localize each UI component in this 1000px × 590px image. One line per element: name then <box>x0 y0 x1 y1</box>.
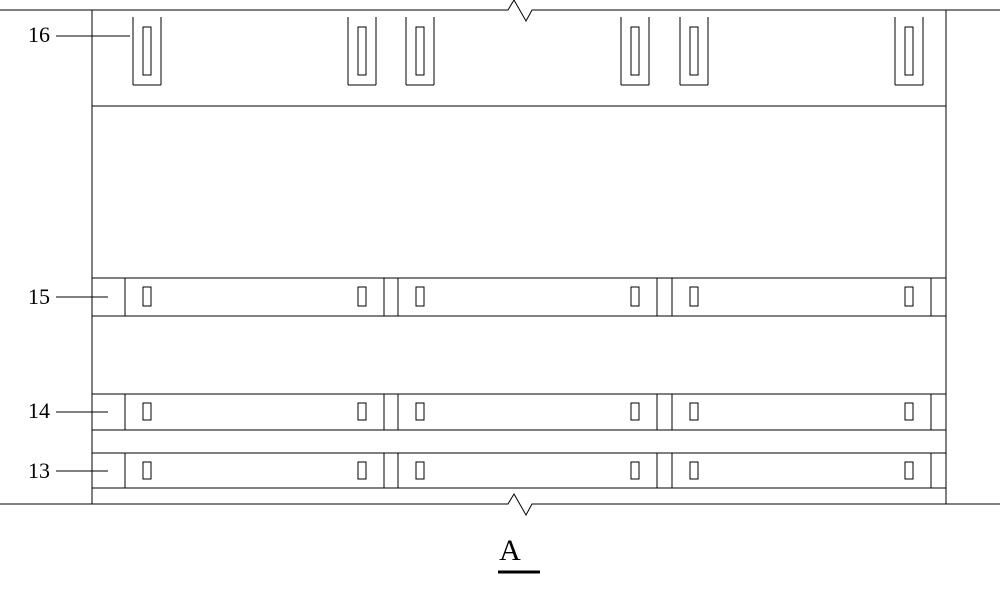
slot-icon <box>905 403 913 420</box>
labels: 13 14 15 16 <box>28 22 130 483</box>
slot-icon <box>690 403 698 420</box>
technical-drawing: 13 14 15 16 A <box>0 0 1000 590</box>
top-columns <box>133 17 923 85</box>
slot-icon <box>358 287 366 306</box>
slot-icon <box>358 27 366 75</box>
slot-icon <box>358 462 366 479</box>
label-15: 15 <box>28 284 50 309</box>
slot-icon <box>690 27 698 75</box>
slot-icon <box>358 403 366 420</box>
bands <box>92 278 946 488</box>
slot-icon <box>416 403 424 420</box>
slot-icon <box>905 462 913 479</box>
slot-icon <box>631 403 639 420</box>
view-label-text: A <box>499 534 521 567</box>
slot-icon <box>905 287 913 306</box>
slot-icon <box>631 27 639 75</box>
band-13 <box>92 453 946 488</box>
bottom-boundary-line <box>0 494 1000 515</box>
view-label: A <box>498 534 540 572</box>
label-14: 14 <box>28 398 50 423</box>
band-14 <box>92 394 946 430</box>
slot-icon <box>143 403 151 420</box>
label-13: 13 <box>28 458 50 483</box>
slot-icon <box>143 287 151 306</box>
slot-icon <box>631 287 639 306</box>
slot-icon <box>416 462 424 479</box>
slot-icon <box>416 27 424 75</box>
label-16: 16 <box>28 22 50 47</box>
band-15 <box>92 278 946 316</box>
top-boundary-line <box>0 0 1000 21</box>
slot-icon <box>416 287 424 306</box>
slot-icon <box>690 287 698 306</box>
slot-icon <box>143 27 151 75</box>
slot-icon <box>690 462 698 479</box>
slot-icon <box>143 462 151 479</box>
slot-icon <box>905 27 913 75</box>
slot-icon <box>631 462 639 479</box>
